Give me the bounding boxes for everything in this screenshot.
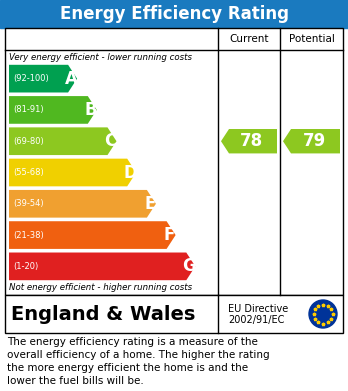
Bar [5, 295, 343, 333]
Text: (81-91): (81-91) [13, 106, 44, 115]
Bar [0, 0, 348, 28]
Polygon shape [9, 221, 176, 249]
Text: (69-80): (69-80) [13, 137, 44, 146]
Text: 2002/91/EC: 2002/91/EC [228, 315, 284, 325]
Text: Current: Current [229, 34, 269, 44]
Polygon shape [9, 159, 136, 187]
Text: 79: 79 [302, 132, 326, 150]
Text: A: A [65, 70, 78, 88]
Text: G: G [182, 257, 196, 275]
Text: (55-68): (55-68) [13, 168, 44, 177]
Text: (39-54): (39-54) [13, 199, 44, 208]
Polygon shape [9, 253, 195, 280]
Text: Energy Efficiency Rating: Energy Efficiency Rating [60, 5, 288, 23]
Text: Very energy efficient - lower running costs: Very energy efficient - lower running co… [9, 52, 192, 61]
Polygon shape [9, 96, 97, 124]
Text: the more energy efficient the home is and the: the more energy efficient the home is an… [7, 363, 248, 373]
Text: D: D [123, 163, 137, 181]
Text: 78: 78 [240, 132, 263, 150]
Text: (1-20): (1-20) [13, 262, 38, 271]
Text: C: C [104, 132, 117, 150]
Circle shape [309, 300, 337, 328]
Text: overall efficiency of a home. The higher the rating: overall efficiency of a home. The higher… [7, 350, 270, 360]
Text: EU Directive: EU Directive [228, 304, 288, 314]
Polygon shape [9, 65, 77, 93]
Bar [5, 28, 343, 295]
Text: Potential: Potential [288, 34, 334, 44]
Text: England & Wales: England & Wales [11, 305, 195, 323]
Text: (92-100): (92-100) [13, 74, 49, 83]
Text: (21-38): (21-38) [13, 231, 44, 240]
Polygon shape [9, 190, 156, 218]
Polygon shape [283, 129, 340, 153]
Text: The energy efficiency rating is a measure of the: The energy efficiency rating is a measur… [7, 337, 258, 347]
Polygon shape [9, 127, 117, 155]
Text: F: F [164, 226, 175, 244]
Text: Not energy efficient - higher running costs: Not energy efficient - higher running co… [9, 283, 192, 292]
Text: lower the fuel bills will be.: lower the fuel bills will be. [7, 376, 144, 386]
Polygon shape [221, 129, 277, 153]
Text: E: E [144, 195, 156, 213]
Text: B: B [85, 101, 97, 119]
